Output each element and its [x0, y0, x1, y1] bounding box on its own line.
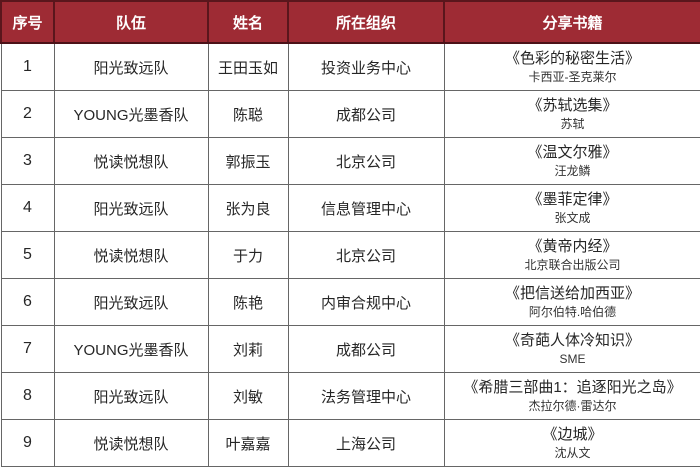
- cell-organization: 北京公司: [287, 137, 445, 185]
- book-author: SME: [559, 351, 586, 366]
- cell-team: 阳光致远队: [53, 42, 209, 91]
- table-row: 5 悦读悦想队 于力 北京公司 《黄帝内经》 北京联合出版公司: [0, 231, 700, 279]
- column-header-book: 分享书籍: [443, 0, 700, 44]
- book-title: 《温文尔雅》: [527, 143, 618, 161]
- cell-serial-number: 9: [0, 419, 55, 467]
- book-title: 《希腊三部曲1：追逐阳光之岛》: [463, 378, 682, 396]
- cell-team: 悦读悦想队: [53, 231, 209, 279]
- cell-name: 郭振玉: [207, 137, 289, 185]
- table-row: 8 阳光致远队 刘敏 法务管理中心 《希腊三部曲1：追逐阳光之岛》 杰拉尔德·雷达尔: [0, 372, 700, 420]
- cell-name: 于力: [207, 231, 289, 279]
- table-row: 2 YOUNG光墨香队 陈聪 成都公司 《苏轼选集》 苏轼: [0, 90, 700, 138]
- book-title: 《把信送给加西亚》: [504, 284, 640, 302]
- cell-shared-book: 《边城》 沈从文: [443, 419, 700, 467]
- table-row: 6 阳光致远队 陈艳 内审合规中心 《把信送给加西亚》 阿尔伯特.哈伯德: [0, 278, 700, 326]
- table-row: 9 悦读悦想队 叶嘉嘉 上海公司 《边城》 沈从文: [0, 419, 700, 467]
- cell-name: 王田玉如: [207, 42, 289, 91]
- cell-organization: 信息管理中心: [287, 184, 445, 232]
- book-title: 《苏轼选集》: [527, 96, 618, 114]
- cell-team: 阳光致远队: [53, 278, 209, 326]
- table-row: 3 悦读悦想队 郭振玉 北京公司 《温文尔雅》 汪龙鳞: [0, 137, 700, 185]
- book-author: 苏轼: [560, 116, 585, 131]
- cell-serial-number: 5: [0, 231, 55, 279]
- book-title: 《黄帝内经》: [527, 237, 618, 255]
- column-header-no: 序号: [0, 0, 55, 44]
- cell-shared-book: 《奇葩人体冷知识》 SME: [443, 325, 700, 373]
- cell-name: 张为良: [207, 184, 289, 232]
- cell-team: YOUNG光墨香队: [53, 90, 209, 138]
- cell-serial-number: 1: [0, 42, 55, 91]
- cell-organization: 内审合规中心: [287, 278, 445, 326]
- table-row: 4 阳光致远队 张为良 信息管理中心 《墨菲定律》 张文成: [0, 184, 700, 232]
- cell-shared-book: 《苏轼选集》 苏轼: [443, 90, 700, 138]
- cell-organization: 成都公司: [287, 90, 445, 138]
- cell-organization: 上海公司: [287, 419, 445, 467]
- book-author: 北京联合出版公司: [524, 257, 621, 272]
- table-row: 1 阳光致远队 王田玉如 投资业务中心 《色彩的秘密生活》 卡西亚-圣克莱尔: [0, 42, 700, 91]
- book-author: 汪龙鳞: [554, 163, 591, 178]
- cell-shared-book: 《希腊三部曲1：追逐阳光之岛》 杰拉尔德·雷达尔: [443, 372, 700, 420]
- cell-team: 悦读悦想队: [53, 419, 209, 467]
- book-title: 《墨菲定律》: [527, 190, 618, 208]
- book-author: 阿尔伯特.哈伯德: [528, 304, 617, 319]
- book-author: 卡西亚-圣克莱尔: [528, 69, 617, 84]
- cell-serial-number: 6: [0, 278, 55, 326]
- cell-shared-book: 《黄帝内经》 北京联合出版公司: [443, 231, 700, 279]
- cell-serial-number: 4: [0, 184, 55, 232]
- book-author: 张文成: [554, 210, 591, 225]
- cell-name: 刘敏: [207, 372, 289, 420]
- cell-team: 阳光致远队: [53, 372, 209, 420]
- cell-serial-number: 8: [0, 372, 55, 420]
- cell-shared-book: 《把信送给加西亚》 阿尔伯特.哈伯德: [443, 278, 700, 326]
- column-header-name: 姓名: [207, 0, 289, 44]
- cell-name: 叶嘉嘉: [207, 419, 289, 467]
- cell-shared-book: 《色彩的秘密生活》 卡西亚-圣克莱尔: [443, 42, 700, 91]
- header-row: 序号 队伍 姓名 所在组织 分享书籍: [0, 0, 700, 44]
- book-title: 《边城》: [542, 425, 603, 443]
- column-header-org: 所在组织: [287, 0, 445, 44]
- cell-serial-number: 7: [0, 325, 55, 373]
- cell-shared-book: 《温文尔雅》 汪龙鳞: [443, 137, 700, 185]
- cell-name: 刘莉: [207, 325, 289, 373]
- cell-team: YOUNG光墨香队: [53, 325, 209, 373]
- cell-serial-number: 2: [0, 90, 55, 138]
- table-body: 1 阳光致远队 王田玉如 投资业务中心 《色彩的秘密生活》 卡西亚-圣克莱尔 2 YOUNG光…: [0, 42, 700, 467]
- cell-organization: 成都公司: [287, 325, 445, 373]
- table-header: 序号 队伍 姓名 所在组织 分享书籍: [0, 0, 700, 44]
- cell-name: 陈聪: [207, 90, 289, 138]
- table-row: 7 YOUNG光墨香队 刘莉 成都公司 《奇葩人体冷知识》 SME: [0, 325, 700, 373]
- book-title: 《奇葩人体冷知识》: [504, 331, 640, 349]
- cell-organization: 北京公司: [287, 231, 445, 279]
- cell-team: 悦读悦想队: [53, 137, 209, 185]
- cell-serial-number: 3: [0, 137, 55, 185]
- cell-organization: 投资业务中心: [287, 42, 445, 91]
- cell-shared-book: 《墨菲定律》 张文成: [443, 184, 700, 232]
- cell-team: 阳光致远队: [53, 184, 209, 232]
- cell-organization: 法务管理中心: [287, 372, 445, 420]
- book-author: 杰拉尔德·雷达尔: [528, 398, 617, 413]
- book-author: 沈从文: [554, 445, 591, 460]
- cell-name: 陈艳: [207, 278, 289, 326]
- book-title: 《色彩的秘密生活》: [504, 49, 640, 67]
- column-header-team: 队伍: [53, 0, 209, 44]
